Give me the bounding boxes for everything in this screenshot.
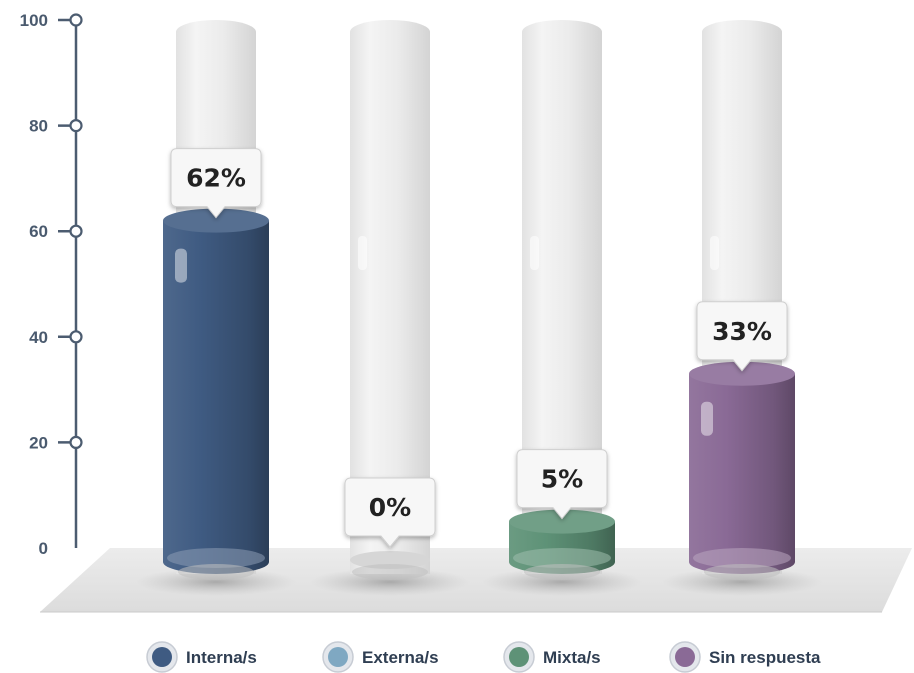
bar-top-cap xyxy=(163,208,269,233)
value-label: 33% xyxy=(712,317,772,346)
callout-box xyxy=(344,477,436,548)
bar-highlight xyxy=(701,401,713,436)
value-label: 5% xyxy=(541,465,583,494)
callout-box xyxy=(516,449,608,520)
track-highlight xyxy=(358,236,367,270)
legend-label: Sin respuesta xyxy=(709,648,821,667)
bar-highlight xyxy=(175,248,187,283)
bar-shadow xyxy=(310,568,470,596)
y-tick-knob xyxy=(69,330,83,344)
bar-base-ring xyxy=(352,564,428,580)
bar-base-ring xyxy=(178,564,254,580)
legend-label: Externa/s xyxy=(362,648,439,667)
y-tick-label: 60 xyxy=(29,222,48,241)
y-tick-knob xyxy=(69,435,83,449)
value-callout xyxy=(696,301,788,372)
value-callout xyxy=(516,449,608,520)
legend-item: Externa/s xyxy=(322,641,439,673)
bar-top-cap xyxy=(509,509,615,534)
bar-base-band xyxy=(167,548,265,568)
value-callout xyxy=(170,148,262,219)
bar-2-empty-base xyxy=(350,551,430,569)
legend-item: Mixta/s xyxy=(503,641,601,673)
bar-track xyxy=(522,20,602,574)
legend-item: Interna/s xyxy=(146,641,257,673)
value-callout xyxy=(344,477,436,548)
legend: Interna/s Externa/s Mixta/s Sin respuesta xyxy=(146,641,821,673)
track-highlight xyxy=(530,236,539,270)
y-tick-knob xyxy=(69,118,83,133)
track-highlight xyxy=(710,236,719,270)
value-callouts: 62% 0% 5% 33% xyxy=(170,148,788,548)
bar-base-ring xyxy=(704,564,780,580)
y-tick-label: 0 xyxy=(39,539,48,558)
bar-base-band xyxy=(693,548,791,568)
bar-top-cap xyxy=(689,361,795,386)
y-tick-label: 80 xyxy=(29,117,48,136)
bar-1 xyxy=(163,220,269,574)
bar-base-ring xyxy=(524,564,600,580)
bar-track xyxy=(350,20,430,574)
y-tick-label: 40 xyxy=(29,328,48,347)
y-axis-ticks: 0 20 40 60 80 100 xyxy=(20,11,83,558)
legend-swatch xyxy=(509,647,529,667)
bar-shadow xyxy=(482,568,642,596)
legend-swatch xyxy=(675,647,695,667)
bar-base-band xyxy=(513,548,611,568)
callout-box xyxy=(170,148,262,219)
legend-swatch xyxy=(152,647,172,667)
legend-label: Mixta/s xyxy=(543,648,601,667)
legend-swatch xyxy=(328,647,348,667)
legend-item: Sin respuesta xyxy=(669,641,821,673)
y-tick-knob xyxy=(69,13,83,27)
value-label: 62% xyxy=(186,164,246,193)
callout-box xyxy=(696,301,788,372)
legend-label: Interna/s xyxy=(186,648,257,667)
y-tick-label: 20 xyxy=(29,433,48,452)
bar-shadow xyxy=(136,568,296,596)
bar-shadow xyxy=(662,568,822,596)
bar-4 xyxy=(689,373,795,574)
y-tick-label: 100 xyxy=(20,11,48,30)
value-label: 0% xyxy=(369,493,411,522)
y-tick-knob xyxy=(69,224,83,238)
